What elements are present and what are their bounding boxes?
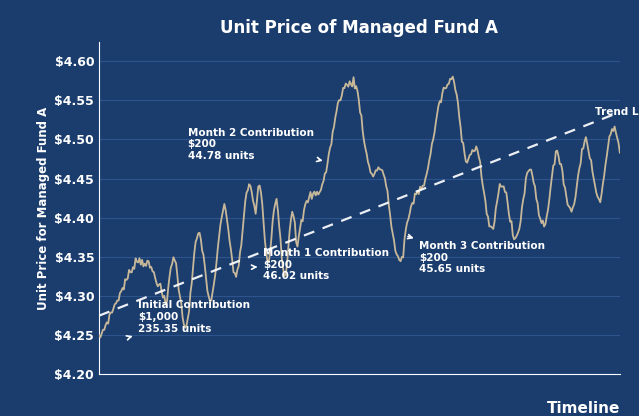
Title: Unit Price of Managed Fund A: Unit Price of Managed Fund A: [220, 19, 498, 37]
Text: Initial Contribution
$1,000
235.35 units: Initial Contribution $1,000 235.35 units: [127, 300, 250, 340]
Text: Trend Line: Trend Line: [595, 107, 639, 117]
Text: Month 1 Contribution
$200
46.02 units: Month 1 Contribution $200 46.02 units: [251, 248, 389, 281]
Y-axis label: Unit Price for Managed Fund A: Unit Price for Managed Fund A: [37, 106, 50, 310]
Text: Timeline: Timeline: [546, 401, 620, 416]
Text: Month 3 Contribution
$200
45.65 units: Month 3 Contribution $200 45.65 units: [408, 235, 545, 275]
Text: Month 2 Contribution
$200
44.78 units: Month 2 Contribution $200 44.78 units: [188, 128, 321, 161]
